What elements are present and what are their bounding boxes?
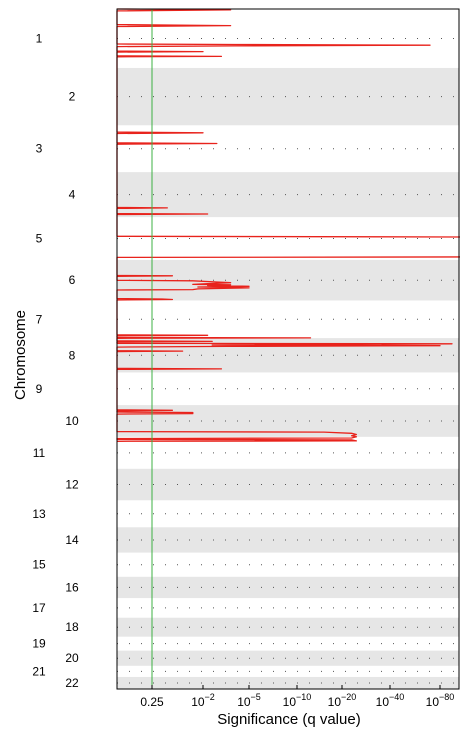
chromosome-label: 18 <box>65 620 79 634</box>
x-tick-label: 10−80 <box>426 692 455 709</box>
chromosome-label: 5 <box>36 232 43 246</box>
x-axis-label: Significance (q value) <box>217 711 360 728</box>
chromosome-label: 1 <box>36 31 43 45</box>
plot-frame <box>116 8 460 690</box>
x-tick-label: 10−10 <box>283 692 312 709</box>
chromosome-label: 21 <box>32 664 46 678</box>
x-axis-ticks: 0.25 10−2 10−5 10−10 10−20 10−40 10−80 <box>140 685 454 709</box>
x-tick-label: 0.25 <box>140 695 164 709</box>
chromosome-label: 16 <box>65 580 79 594</box>
chromosome-band <box>117 172 459 218</box>
chromosome-label: 12 <box>65 478 79 492</box>
x-tick-label: 10−20 <box>328 692 357 709</box>
chromosome-band <box>117 617 459 637</box>
series-line <box>116 8 460 442</box>
chromosome-label: 2 <box>69 90 76 104</box>
chromosome-label: 10 <box>65 414 79 428</box>
chromosome-label: 20 <box>65 651 79 665</box>
chromosome-label: 22 <box>65 676 79 690</box>
chromosome-band <box>117 67 459 126</box>
chromosome-band <box>117 468 459 501</box>
chromosome-label: 15 <box>32 558 46 572</box>
x-tick-label: 10−5 <box>237 692 261 709</box>
chromosome-label: 4 <box>69 188 76 202</box>
chromosome-label: 11 <box>33 446 46 460</box>
chromosome-label: 7 <box>36 312 43 326</box>
chromosome-label: 9 <box>36 382 43 396</box>
x-tick-label: 10−40 <box>376 692 405 709</box>
chromosome-label: 19 <box>32 637 46 651</box>
chromosome-band <box>117 650 459 666</box>
chromosome-label: 17 <box>32 601 46 615</box>
chromosome-band <box>117 676 459 689</box>
chromosome-label: 3 <box>36 142 43 156</box>
chromosome-label: 8 <box>69 348 76 362</box>
chromosome-label: 13 <box>32 507 46 521</box>
chromosome-bands <box>117 67 459 689</box>
chromosome-label: 14 <box>65 533 79 547</box>
series-layer <box>116 8 460 442</box>
x-tick-label: 10−2 <box>191 692 215 709</box>
y-axis-label: Chromosome <box>12 310 29 400</box>
chromosome-label: 6 <box>69 273 76 287</box>
chromosome-band <box>117 527 459 553</box>
chromosome-band <box>117 576 459 599</box>
